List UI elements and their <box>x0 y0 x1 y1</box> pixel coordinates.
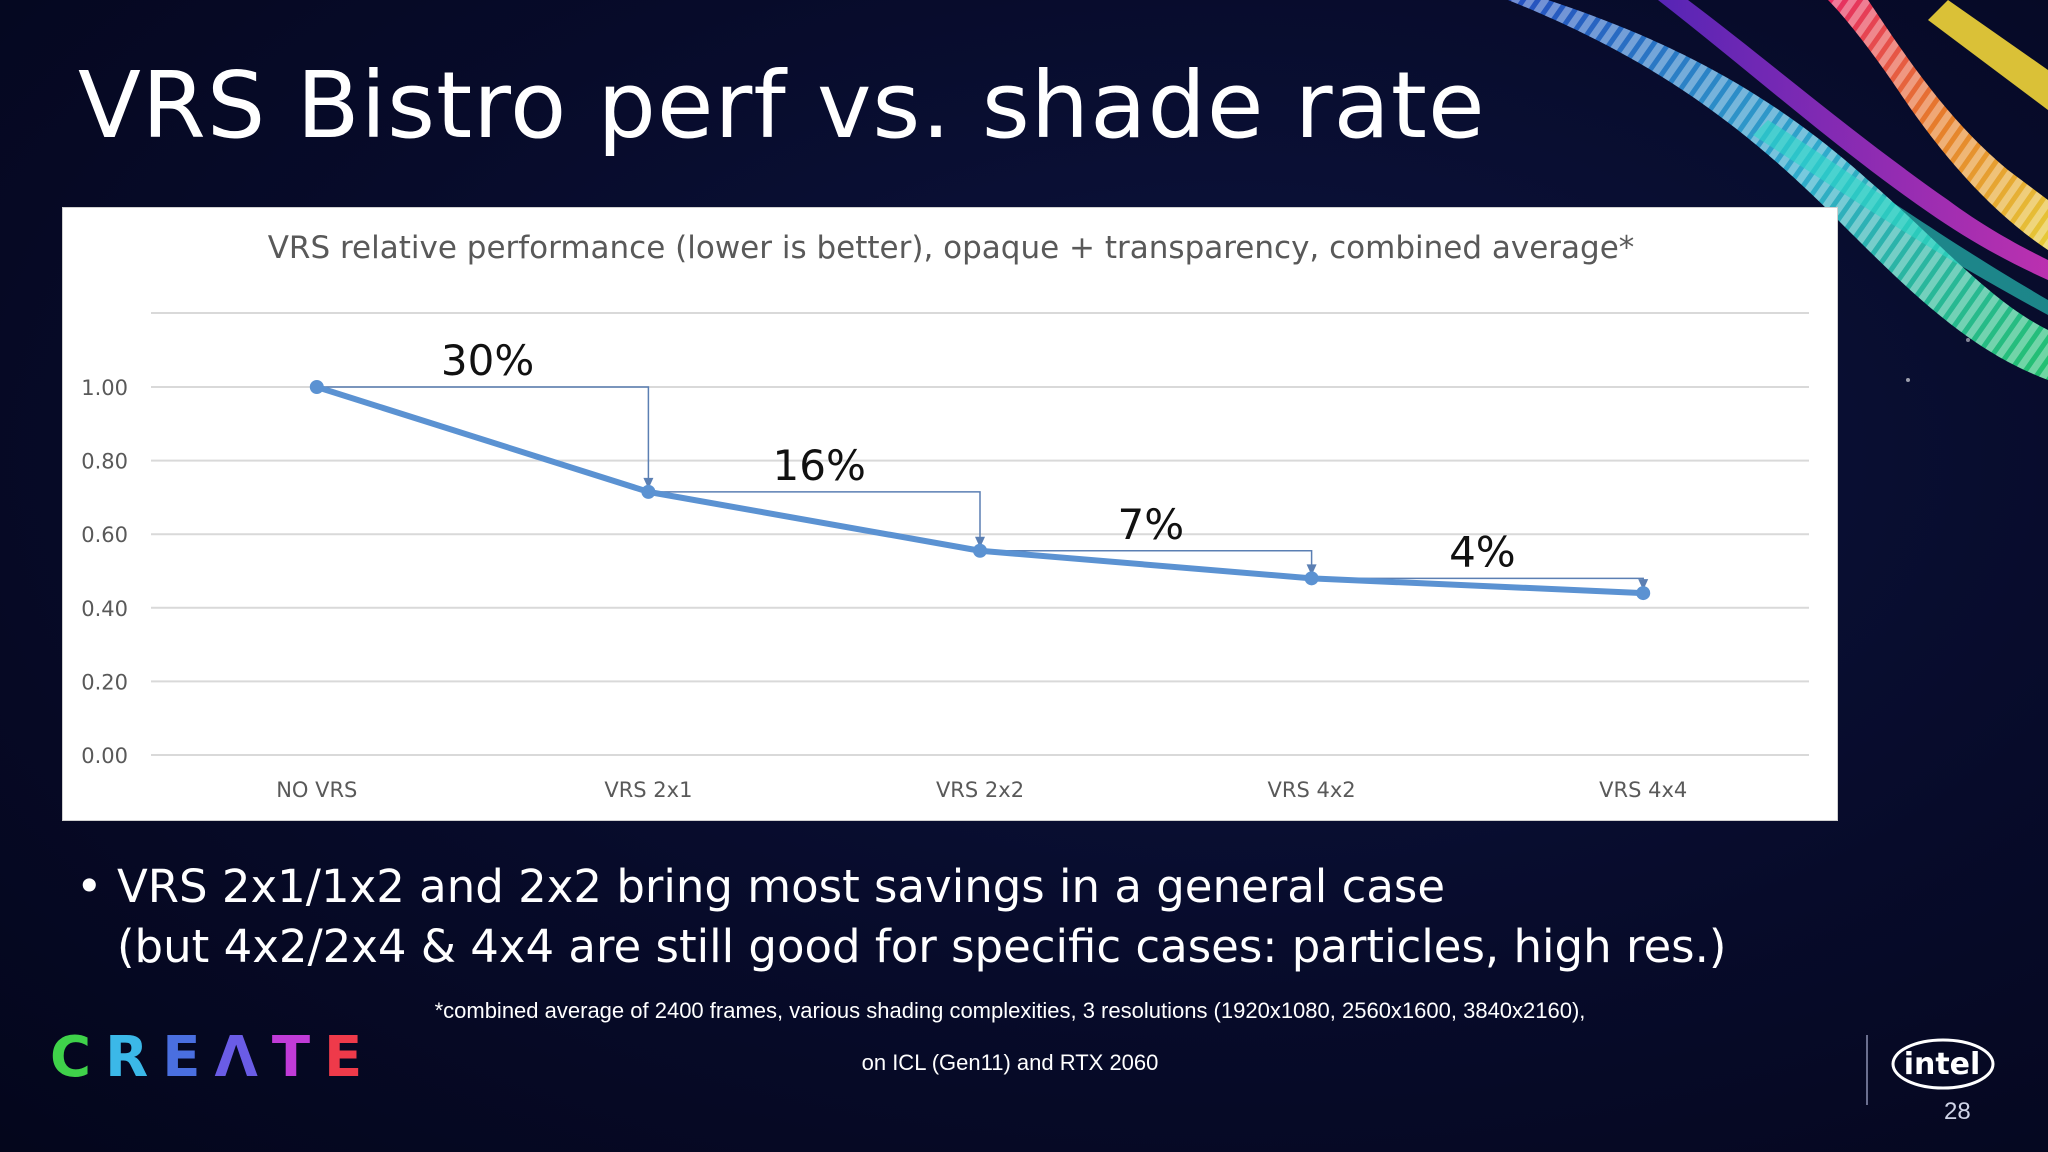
intel-logo: intel <box>1891 1038 1995 1090</box>
page-number: 28 <box>1944 1098 1971 1125</box>
slide-title: VRS Bistro perf vs. shade rate <box>78 52 1486 159</box>
logo-letter: C <box>50 1025 106 1090</box>
annotation-label: 4% <box>1449 527 1516 576</box>
create-logo: CREΛTE <box>50 1025 376 1090</box>
series-line <box>313 384 1647 597</box>
bullet-dot: • <box>76 860 103 913</box>
annotation-arrow <box>643 477 654 489</box>
data-point <box>1636 586 1651 601</box>
bullet-item: • VRS 2x1/1x2 and 2x2 bring most savings … <box>76 857 1726 917</box>
logo-letter: T <box>271 1025 325 1090</box>
annotation-bracket <box>648 491 981 545</box>
data-point <box>309 380 324 394</box>
data-point <box>641 484 656 499</box>
x-tick-label: NO VRS <box>276 778 357 802</box>
data-point <box>1304 571 1319 586</box>
annotation-bracket <box>316 386 650 486</box>
x-tick-label: VRS 4x2 <box>1268 778 1356 802</box>
annotation-label: 7% <box>1117 500 1184 549</box>
footnote-line-1: *combined average of 2400 frames, variou… <box>434 998 1586 1023</box>
bullet-list: • VRS 2x1/1x2 and 2x2 bring most savings … <box>76 857 1726 977</box>
y-tick-label: 1.00 <box>81 376 128 400</box>
x-tick-label: VRS 2x1 <box>604 778 692 802</box>
svg-text:intel: intel <box>1904 1047 1981 1082</box>
chart-title: VRS relative performance (lower is bette… <box>268 230 1635 266</box>
annotation-arrow <box>975 536 985 548</box>
y-tick-label: 0.60 <box>81 523 128 547</box>
y-tick-label: 0.00 <box>81 744 128 768</box>
x-tick-label: VRS 2x2 <box>936 778 1024 802</box>
logo-letter: E <box>162 1025 215 1090</box>
footnote-line-2: on ICL (Gen11) and RTX 2060 <box>861 1050 1159 1075</box>
x-tick-label: VRS 4x4 <box>1599 778 1687 802</box>
chart-panel: VRS relative performance (lower is bette… <box>62 207 1838 821</box>
y-tick-label: 0.20 <box>81 670 128 694</box>
annotation-arrow <box>1638 579 1649 591</box>
annotation-label: 30% <box>441 336 534 385</box>
logo-letter: E <box>324 1025 377 1090</box>
annotation-label: 16% <box>773 441 866 490</box>
y-tick-label: 0.40 <box>81 597 128 621</box>
logo-letter: Λ <box>214 1025 272 1090</box>
logo-divider <box>1866 1035 1868 1105</box>
bullet-continuation: (but 4x2/2x4 & 4x4 are still good for sp… <box>117 920 1727 973</box>
ribbon-decoration <box>1508 0 2048 382</box>
bullet-text: VRS 2x1/1x2 and 2x2 bring most savings i… <box>117 860 1446 913</box>
data-point <box>973 543 987 558</box>
y-tick-label: 0.80 <box>81 450 128 474</box>
line-chart: VRS relative performance (lower is bette… <box>81 230 1809 802</box>
annotation-arrow <box>1306 564 1317 576</box>
logo-letter: R <box>105 1025 163 1090</box>
